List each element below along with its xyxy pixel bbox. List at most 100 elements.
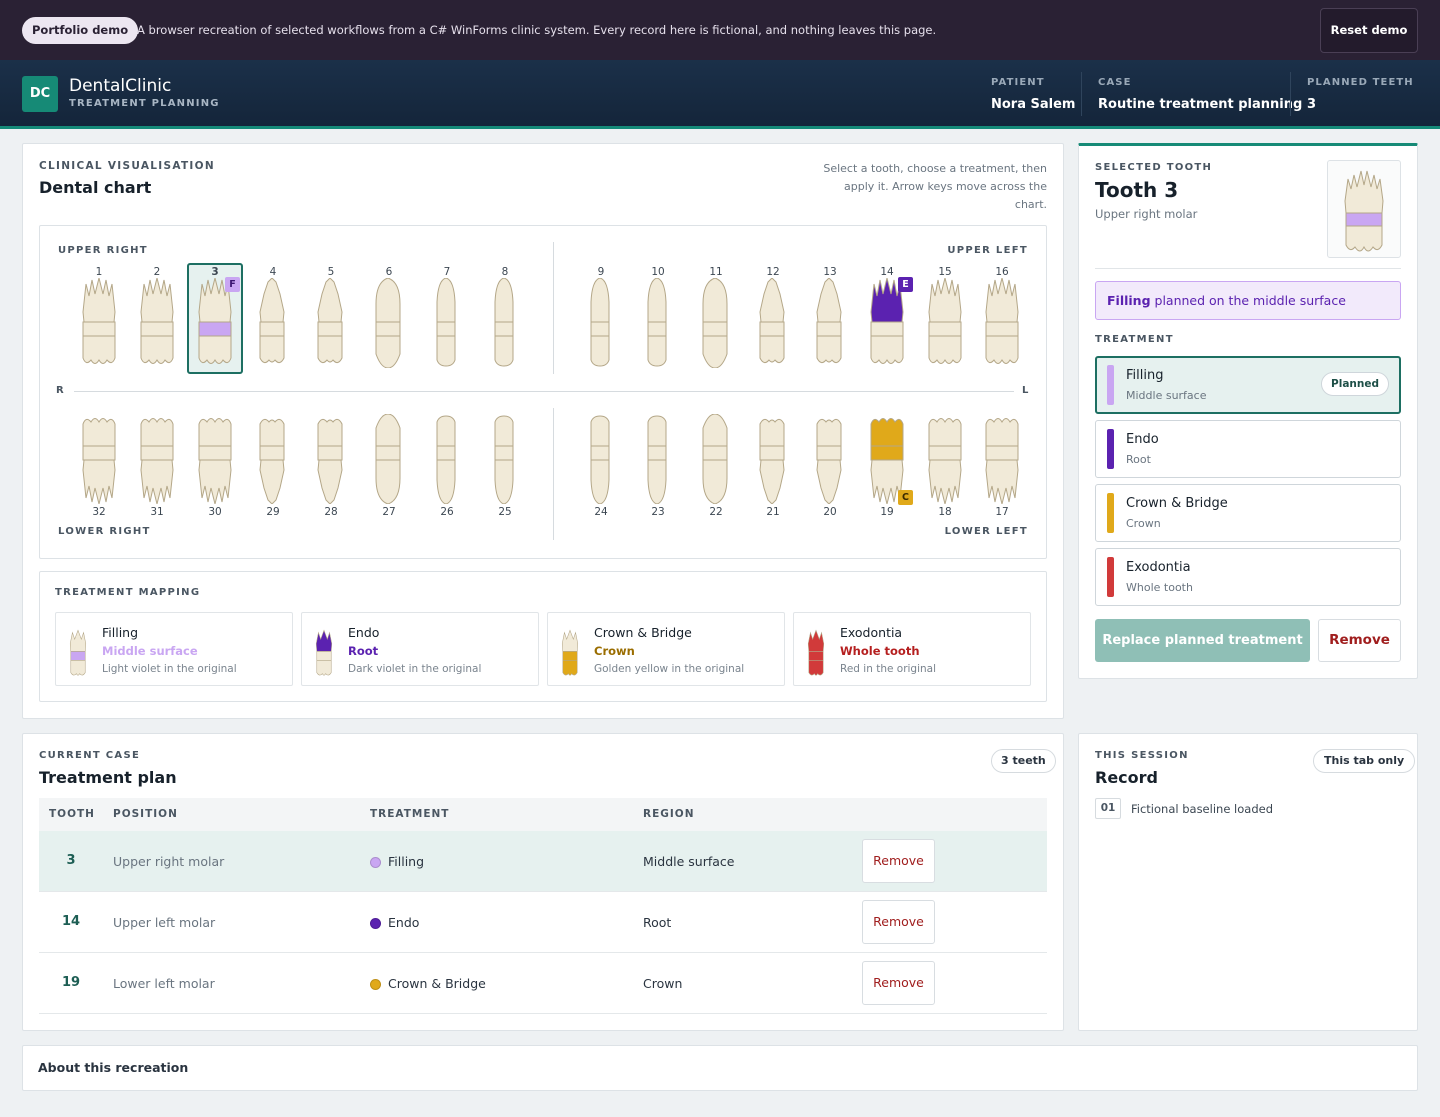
quadrant-lower-right: LOWER RIGHT [58, 526, 151, 537]
plan-table-header [39, 798, 1047, 831]
mapping-note: Golden yellow in the original [594, 663, 745, 675]
treatment-option-exodontia[interactable]: Exodontia Whole tooth [1095, 548, 1401, 606]
row-region: Root [643, 915, 672, 930]
tooth-11[interactable] [698, 278, 734, 368]
treatment-option-crown-bridge[interactable]: Crown & Bridge Crown [1095, 484, 1401, 542]
quadrant-lower-left: LOWER LEFT [944, 526, 1028, 537]
table-row[interactable]: 14 Upper left molar Endo Root Remove [39, 892, 1047, 953]
row-remove-button[interactable]: Remove [862, 961, 935, 1005]
tooth-number: 7 [443, 266, 451, 278]
tooth-5[interactable] [313, 278, 349, 368]
tooth-14[interactable] [869, 278, 905, 368]
tooth-32[interactable] [81, 414, 117, 504]
treatment-mapping [39, 571, 1047, 702]
treatment-dot-icon [370, 918, 381, 929]
tooth-30[interactable] [197, 414, 233, 504]
mapping-tooth-icon [561, 629, 579, 676]
treatment-option-endo[interactable]: Endo Root [1095, 420, 1401, 478]
app-logo: DC [22, 76, 58, 112]
treatment-label: TREATMENT [1095, 334, 1174, 345]
tooth-number: 3 [211, 266, 219, 278]
tooth-18[interactable] [927, 414, 963, 504]
side-right-marker: R [56, 385, 66, 396]
tooth-number: 20 [823, 506, 837, 518]
tooth-27[interactable] [371, 414, 407, 504]
tooth-21[interactable] [755, 414, 791, 504]
row-position: Lower left molar [113, 976, 215, 991]
tooth-22[interactable] [698, 414, 734, 504]
about-section[interactable] [22, 1045, 1418, 1091]
tooth-15[interactable] [927, 278, 963, 368]
app-name: DentalClinic [69, 76, 172, 96]
tooth-9[interactable] [583, 278, 619, 368]
treatment-option-region: Root [1126, 453, 1151, 466]
row-tooth: 19 [61, 975, 81, 990]
tooth-number: 8 [501, 266, 509, 278]
tooth-25[interactable] [487, 414, 523, 504]
hint-line: Select a tooth, choose a treatment, then [823, 162, 1047, 175]
tooth-1[interactable] [81, 278, 117, 368]
tooth-number: 14 [880, 266, 894, 278]
record-scope-badge: This tab only [1313, 749, 1416, 773]
mapping-note: Red in the original [840, 663, 937, 675]
tooth-26[interactable] [429, 414, 465, 504]
replace-treatment-button[interactable]: Replace planned treatment [1095, 619, 1310, 662]
tooth-28[interactable] [313, 414, 349, 504]
treatment-option-filling[interactable]: Filling Middle surface Planned [1095, 356, 1401, 414]
tooth-number: 29 [266, 506, 280, 518]
mapping-note: Light violet in the original [102, 663, 237, 675]
tooth-number: 30 [208, 506, 222, 518]
tooth-19[interactable] [869, 414, 905, 504]
row-remove-button[interactable]: Remove [862, 839, 935, 883]
tooth-7[interactable] [429, 278, 465, 368]
tooth-20[interactable] [812, 414, 848, 504]
row-treatment: Filling [388, 854, 425, 869]
selected-tooth-title: Tooth 3 [1095, 178, 1179, 202]
tooth-8[interactable] [487, 278, 523, 368]
row-tooth: 3 [66, 853, 76, 868]
mapping-item: Crown & Bridge Crown Golden yellow in the … [547, 612, 785, 686]
crown-badge: C [898, 490, 913, 505]
record-title: Record [1095, 768, 1158, 787]
tooth-number: 13 [823, 266, 837, 278]
reset-demo-button[interactable]: Reset demo [1320, 8, 1418, 53]
hint-line: chart. [1014, 198, 1047, 211]
tooth-29[interactable] [255, 414, 291, 504]
col-position: POSITION [113, 808, 178, 820]
tooth-23[interactable] [640, 414, 676, 504]
tooth-number: 25 [498, 506, 512, 518]
tooth-31[interactable] [139, 414, 175, 504]
table-row[interactable]: 19 Lower left molar Crown & Bridge Crown Rem… [39, 953, 1047, 1014]
remove-treatment-button[interactable]: Remove [1318, 619, 1401, 662]
banner-treatment: Filling [1107, 293, 1151, 308]
tooth-number: 1 [95, 266, 103, 278]
treatment-dot-icon [370, 857, 381, 868]
tooth-24[interactable] [583, 414, 619, 504]
row-remove-button[interactable]: Remove [862, 900, 935, 944]
selected-eyebrow: SELECTED TOOTH [1095, 162, 1213, 173]
filling-badge: F [225, 277, 240, 292]
tooth-3[interactable] [197, 278, 233, 368]
treatment-option-name: Crown & Bridge [1126, 496, 1228, 511]
tooth-number: 26 [440, 506, 454, 518]
tooth-number: 16 [995, 266, 1009, 278]
tooth-number: 11 [709, 266, 723, 278]
occlusal-line [74, 391, 1014, 392]
session-record-card [1078, 733, 1418, 1031]
header-divider [1290, 72, 1291, 116]
tooth-16[interactable] [984, 278, 1020, 368]
table-row[interactable]: 3 Upper right molar Filling Middle surface R… [39, 831, 1047, 892]
treatment-color-swatch [1107, 429, 1114, 469]
mapping-name: Endo [348, 625, 380, 640]
tooth-2[interactable] [139, 278, 175, 368]
mapping-name: Exodontia [840, 625, 903, 640]
tooth-12[interactable] [755, 278, 791, 368]
tooth-number: 32 [92, 506, 106, 518]
tooth-4[interactable] [255, 278, 291, 368]
portfolio-badge: Portfolio demo [22, 17, 139, 44]
tooth-6[interactable] [371, 278, 407, 368]
tooth-13[interactable] [812, 278, 848, 368]
tooth-17[interactable] [984, 414, 1020, 504]
tooth-10[interactable] [640, 278, 676, 368]
about-title[interactable]: About this recreation [38, 1060, 189, 1075]
